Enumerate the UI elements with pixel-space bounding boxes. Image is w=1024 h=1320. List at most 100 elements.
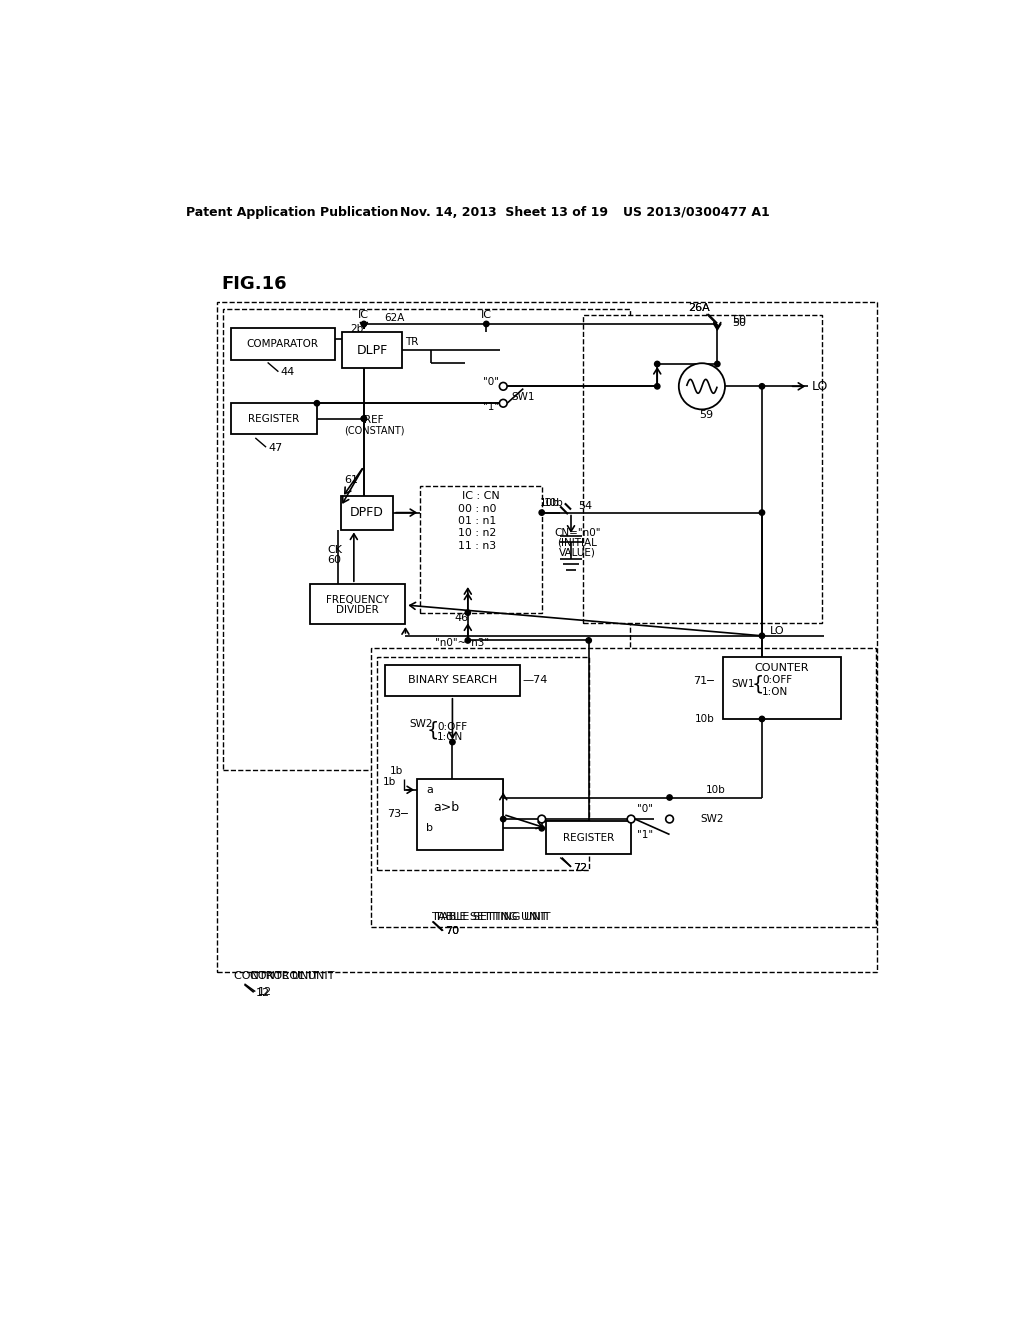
Text: COMPARATOR: COMPARATOR: [246, 339, 318, 348]
Text: DIVIDER: DIVIDER: [336, 605, 379, 615]
Text: 59: 59: [698, 409, 713, 420]
Text: SW1: SW1: [731, 678, 755, 689]
Text: Nov. 14, 2013  Sheet 13 of 19: Nov. 14, 2013 Sheet 13 of 19: [400, 206, 608, 219]
Text: 50: 50: [732, 318, 745, 329]
Text: 1b: 1b: [383, 777, 396, 787]
Text: 72: 72: [573, 863, 588, 874]
Text: CN="n0": CN="n0": [554, 528, 600, 537]
Circle shape: [759, 384, 765, 389]
Circle shape: [450, 739, 455, 744]
Circle shape: [465, 638, 470, 643]
Circle shape: [465, 610, 470, 615]
Text: TABLE SETTING UNIT: TABLE SETTING UNIT: [435, 912, 550, 921]
Text: REGISTER: REGISTER: [248, 413, 299, 424]
Text: 73─: 73─: [387, 809, 408, 820]
Circle shape: [361, 321, 367, 326]
Text: 2b: 2b: [350, 325, 364, 334]
Text: DPFD: DPFD: [350, 506, 384, 519]
Text: 10b: 10b: [706, 785, 726, 795]
Text: TABLE SETTING UNIT: TABLE SETTING UNIT: [432, 912, 548, 921]
Bar: [377, 657, 590, 870]
Bar: [584, 315, 822, 623]
Text: "0": "0": [483, 378, 499, 388]
Text: TR: TR: [404, 338, 418, 347]
Text: 10b: 10b: [544, 499, 564, 508]
Text: 70: 70: [444, 927, 459, 936]
Text: 46: 46: [455, 612, 469, 623]
Circle shape: [759, 510, 765, 515]
Text: 61: 61: [344, 475, 358, 486]
Text: a>b: a>b: [433, 801, 460, 814]
Text: {: {: [752, 675, 764, 693]
Text: 10b: 10b: [694, 714, 714, 723]
Circle shape: [539, 510, 545, 515]
Text: 44: 44: [281, 367, 295, 378]
Text: IC : CN: IC : CN: [462, 491, 500, 500]
Circle shape: [759, 634, 765, 639]
Text: LO: LO: [812, 380, 828, 393]
Text: REGISTER: REGISTER: [563, 833, 614, 842]
Bar: [417, 779, 503, 850]
Text: FIG.16: FIG.16: [221, 275, 287, 293]
Text: a: a: [426, 785, 433, 795]
Circle shape: [500, 383, 507, 391]
Bar: [223, 309, 630, 770]
Text: US 2013/0300477 A1: US 2013/0300477 A1: [624, 206, 770, 219]
Circle shape: [666, 816, 674, 822]
Text: SW1: SW1: [511, 392, 535, 403]
Text: IC: IC: [358, 310, 370, 321]
Text: 0:OFF: 0:OFF: [437, 722, 467, 731]
Circle shape: [759, 717, 765, 722]
Text: 60: 60: [328, 556, 342, 565]
Bar: [341, 496, 393, 529]
Text: 47: 47: [268, 444, 283, 453]
Circle shape: [715, 362, 720, 367]
Circle shape: [314, 400, 319, 407]
Text: 11 : n3: 11 : n3: [458, 541, 496, 550]
Text: (INITIAL: (INITIAL: [557, 537, 597, 548]
Text: 0:OFF: 0:OFF: [762, 675, 793, 685]
Bar: [420, 487, 542, 612]
Text: "1": "1": [483, 403, 499, 412]
Text: —74: —74: [522, 676, 548, 685]
Text: 1:ON: 1:ON: [762, 686, 788, 697]
Bar: [342, 333, 402, 368]
Circle shape: [538, 816, 546, 822]
Text: {: {: [426, 721, 438, 739]
Text: 12: 12: [258, 987, 271, 998]
Bar: [724, 657, 841, 719]
Bar: [371, 648, 876, 927]
Text: 12: 12: [256, 989, 270, 998]
Bar: [217, 302, 878, 972]
Text: 62A: 62A: [385, 313, 406, 323]
Text: BINARY SEARCH: BINARY SEARCH: [408, 676, 497, 685]
Text: 26A: 26A: [688, 302, 710, 313]
Bar: [547, 821, 631, 854]
Text: REF: REF: [365, 416, 384, 425]
Circle shape: [667, 795, 672, 800]
Text: 71─: 71─: [693, 676, 714, 686]
Bar: [310, 585, 406, 624]
Text: IC: IC: [481, 310, 492, 321]
Text: 10b: 10b: [540, 499, 559, 508]
Text: 50: 50: [732, 315, 745, 325]
Text: SW2: SW2: [700, 814, 724, 824]
Bar: [385, 665, 520, 696]
Circle shape: [483, 321, 489, 326]
Text: 26A: 26A: [688, 302, 710, 313]
Text: 72: 72: [573, 862, 588, 873]
Text: COUNTER: COUNTER: [755, 663, 809, 673]
Text: "n0"~"n3": "n0"~"n3": [434, 639, 488, 648]
Text: 70: 70: [444, 927, 459, 936]
Circle shape: [361, 416, 367, 421]
Bar: [230, 327, 335, 360]
Text: 01 : n1: 01 : n1: [458, 516, 497, 527]
Text: "1": "1": [637, 830, 653, 841]
Text: CK: CK: [328, 545, 343, 554]
Text: FREQUENCY: FREQUENCY: [327, 594, 389, 605]
Text: SW2: SW2: [410, 719, 433, 730]
Text: VALUE): VALUE): [559, 548, 596, 557]
Circle shape: [501, 816, 506, 822]
Circle shape: [586, 638, 592, 643]
Text: 00 : n0: 00 : n0: [458, 504, 497, 513]
